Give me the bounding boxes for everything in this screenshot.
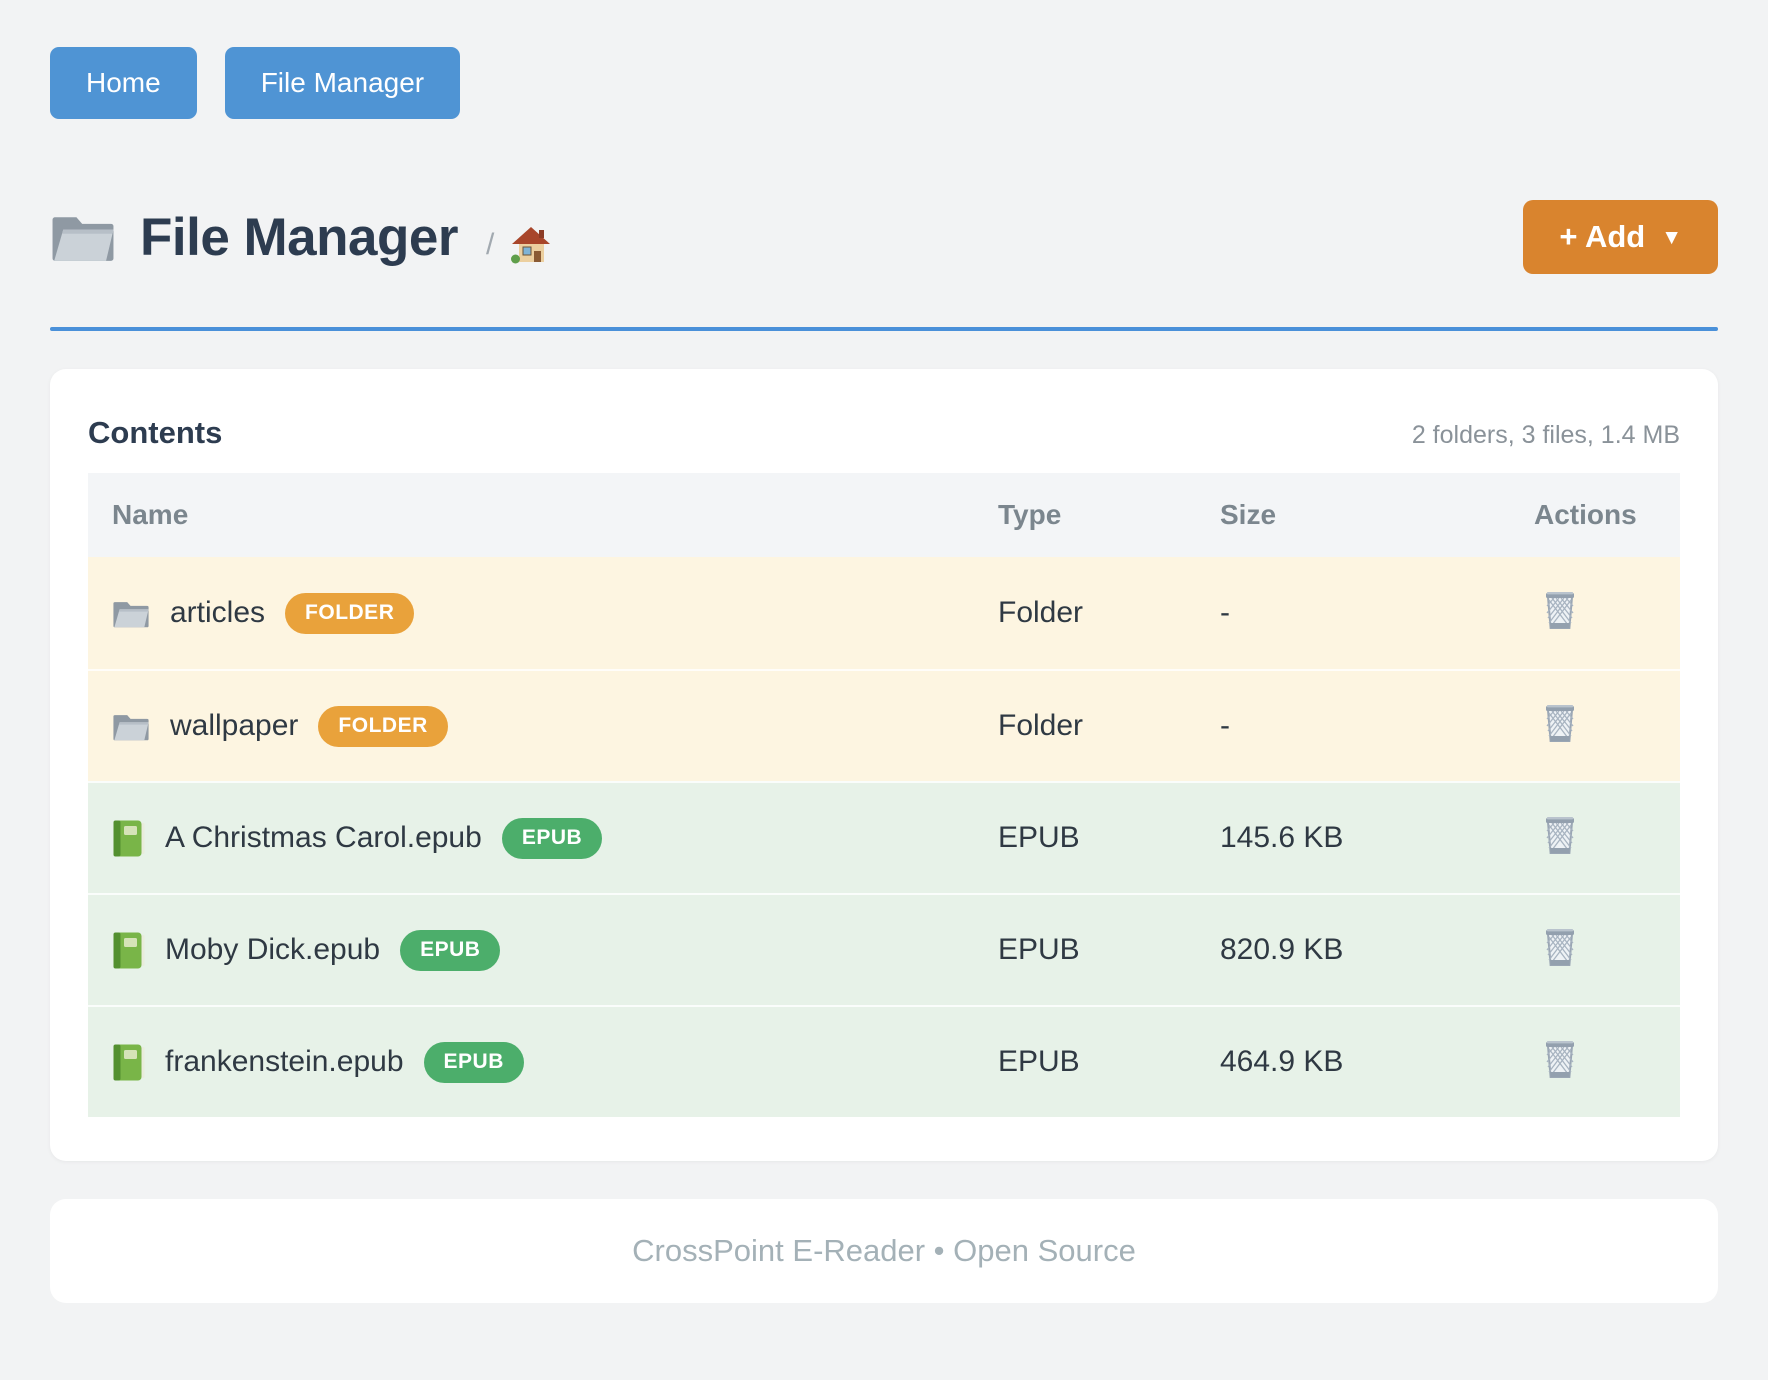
size-cell: 464.9 KB [1220, 1045, 1344, 1078]
add-button-label: + Add [1559, 219, 1646, 254]
type-cell: EPUB [998, 1045, 1080, 1078]
file-name: articles [170, 596, 266, 629]
table-row-frankenstein[interactable]: frankenstein.epub EPUB EPUB 464.9 KB [88, 1005, 1680, 1117]
folder-icon [50, 209, 116, 265]
add-button[interactable]: + Add ▼ [1523, 200, 1718, 274]
size-cell: - [1220, 596, 1230, 629]
actions-cell [1510, 587, 1680, 639]
size-cell: 145.6 KB [1220, 821, 1344, 854]
type-cell: EPUB [998, 933, 1080, 966]
trash-icon [1540, 924, 1580, 968]
title-divider [50, 327, 1718, 331]
type-cell: Folder [998, 709, 1084, 742]
delete-button[interactable] [1540, 1036, 1580, 1080]
epub-badge: EPUB [501, 817, 603, 859]
actions-cell [1510, 924, 1680, 976]
page: Home File Manager File Manager / + Add ▼… [50, 47, 1718, 1303]
table-row-moby-dick[interactable]: Moby Dick.epub EPUB EPUB 820.9 KB [88, 893, 1680, 1005]
home-icon[interactable] [510, 226, 552, 264]
contents-summary: 2 folders, 3 files, 1.4 MB [1411, 421, 1680, 449]
type-cell: EPUB [998, 821, 1080, 854]
table-row-wallpaper[interactable]: wallpaper FOLDER Folder - [88, 669, 1680, 781]
nav-home-button[interactable]: Home [50, 47, 197, 119]
contents-card-header: Contents 2 folders, 3 files, 1.4 MB [88, 415, 1680, 451]
book-icon [112, 931, 145, 970]
epub-badge: EPUB [400, 929, 501, 971]
delete-button[interactable] [1540, 700, 1580, 744]
folder-icon [112, 597, 150, 630]
file-name: wallpaper [170, 709, 299, 742]
table-row-articles[interactable]: articles FOLDER Folder - [88, 557, 1680, 669]
type-cell: Folder [998, 596, 1084, 629]
column-header-name: Name [112, 499, 189, 530]
actions-cell [1510, 700, 1680, 752]
size-cell: - [1220, 709, 1230, 742]
contents-heading: Contents [88, 415, 223, 450]
files-table-header: Name Type Size Actions [88, 473, 1680, 557]
name-cell: Moby Dick.epub EPUB [88, 929, 998, 971]
folder-badge: FOLDER [318, 705, 448, 747]
breadcrumb-separator: / [485, 228, 495, 261]
chevron-down-icon: ▼ [1661, 226, 1682, 249]
column-header-size: Size [1220, 499, 1277, 530]
name-cell: articles FOLDER [88, 592, 998, 634]
breadcrumb: / [486, 226, 552, 264]
table-row-christmas-carol[interactable]: A Christmas Carol.epub EPUB EPUB 145.6 K… [88, 781, 1680, 893]
top-nav: Home File Manager [50, 47, 1718, 119]
actions-cell [1510, 812, 1680, 864]
folder-badge: FOLDER [285, 592, 415, 634]
actions-cell [1510, 1036, 1680, 1088]
page-title: File Manager [140, 207, 458, 267]
book-icon [112, 1043, 145, 1082]
trash-icon [1540, 1036, 1580, 1080]
footer-text: CrossPoint E-Reader • Open Source [632, 1233, 1136, 1268]
footer: CrossPoint E-Reader • Open Source [50, 1199, 1718, 1303]
file-name: frankenstein.epub [165, 1045, 404, 1078]
name-cell: A Christmas Carol.epub EPUB [88, 817, 998, 859]
trash-icon [1540, 700, 1580, 744]
delete-button[interactable] [1540, 812, 1580, 856]
files-table: Name Type Size Actions articles FOLDER F… [88, 473, 1680, 1117]
nav-file-manager-button[interactable]: File Manager [224, 47, 461, 119]
column-header-actions: Actions [1534, 499, 1637, 530]
trash-icon [1540, 587, 1580, 631]
epub-badge: EPUB [423, 1041, 524, 1083]
name-cell: frankenstein.epub EPUB [88, 1041, 998, 1083]
delete-button[interactable] [1540, 587, 1580, 631]
file-name: A Christmas Carol.epub [165, 821, 482, 854]
book-icon [112, 819, 145, 858]
column-header-type: Type [998, 499, 1062, 530]
folder-icon [112, 710, 150, 743]
size-cell: 820.9 KB [1220, 933, 1344, 966]
delete-button[interactable] [1540, 924, 1580, 968]
contents-card: Contents 2 folders, 3 files, 1.4 MB Name… [50, 369, 1718, 1161]
name-cell: wallpaper FOLDER [88, 705, 998, 747]
file-name: Moby Dick.epub [165, 933, 381, 966]
page-header: File Manager / + Add ▼ [50, 200, 1718, 274]
trash-icon [1540, 812, 1580, 856]
